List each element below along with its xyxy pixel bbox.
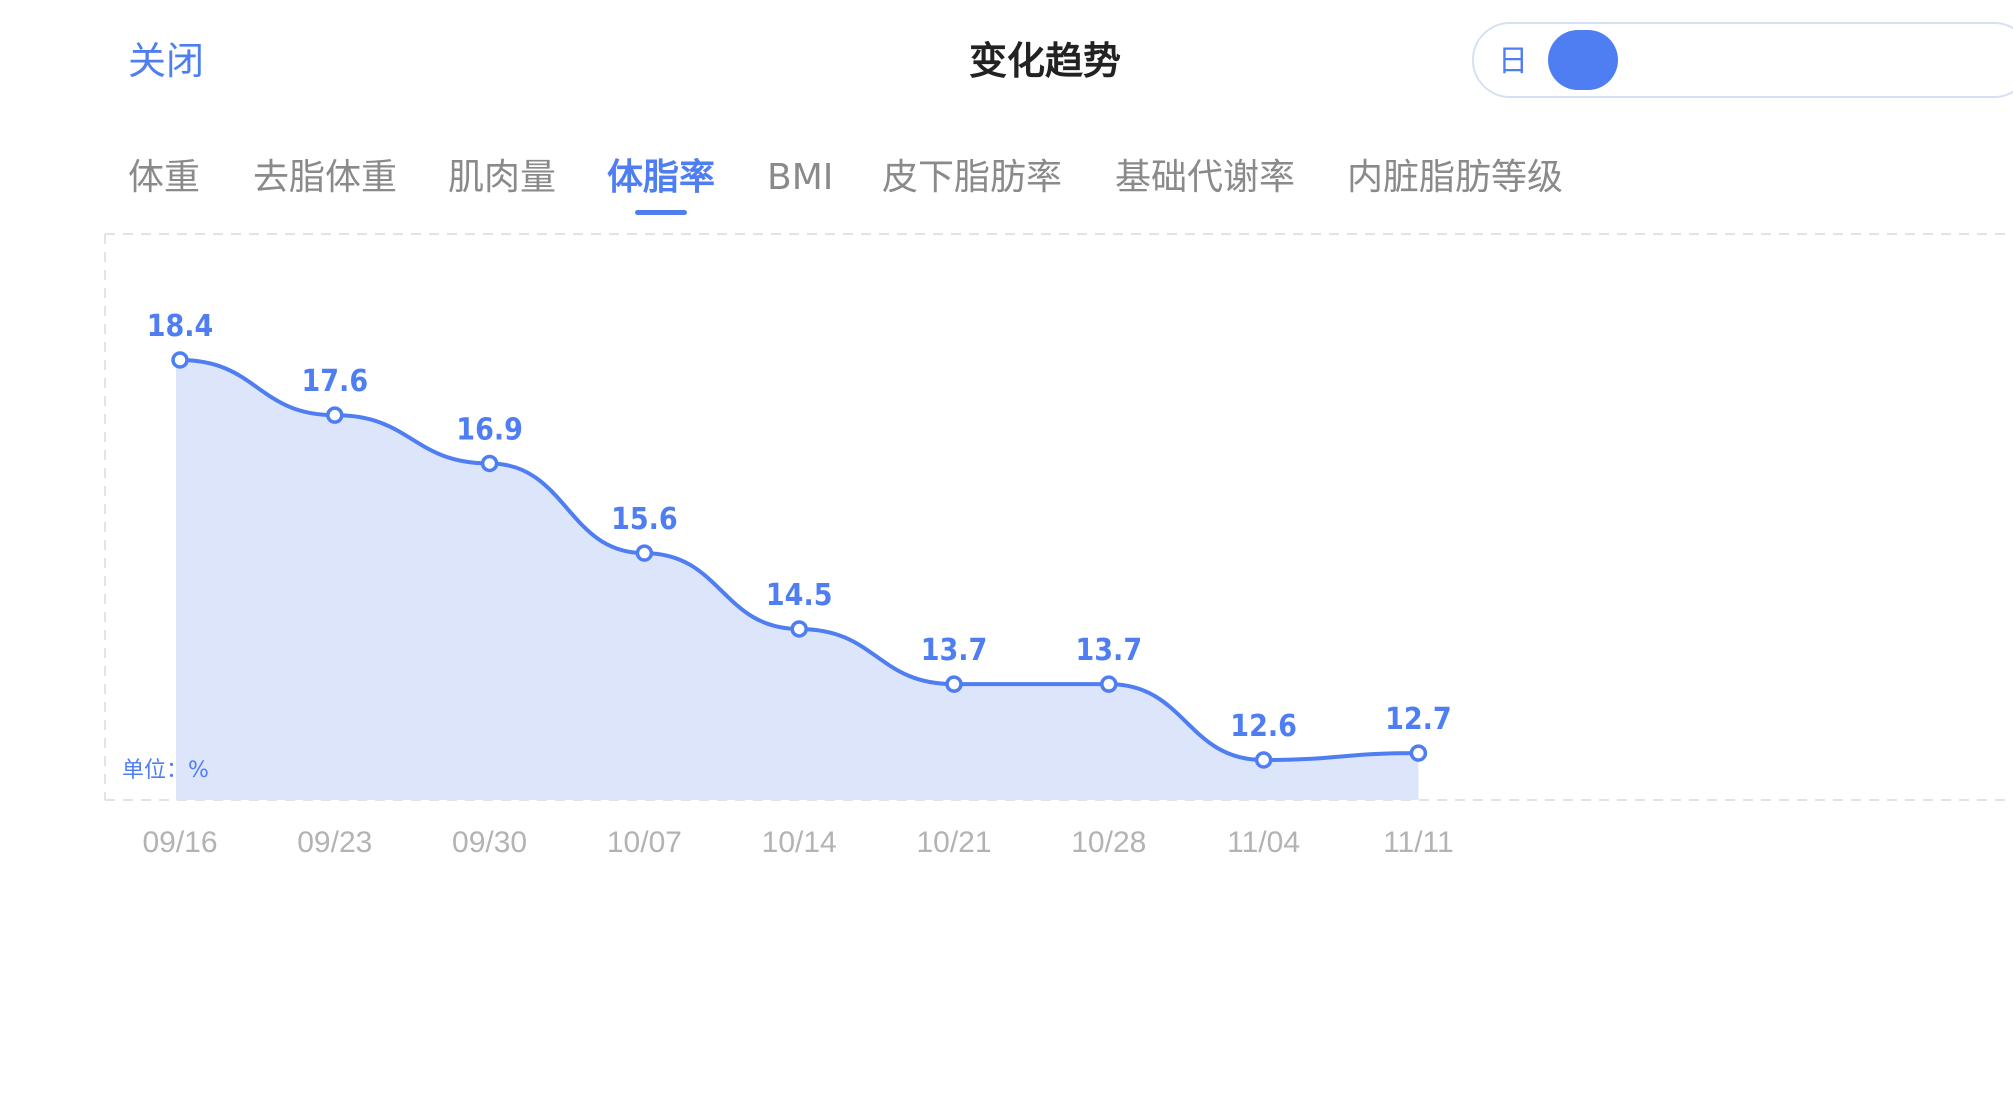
data-label: 17.6: [302, 364, 369, 399]
data-label: 13.7: [921, 633, 988, 668]
close-button[interactable]: 关闭: [128, 39, 205, 83]
x-tick-label: 10/14: [762, 826, 837, 859]
data-point[interactable]: [326, 406, 344, 424]
data-point[interactable]: [1100, 675, 1118, 693]
x-tick-label: 11/04: [1227, 826, 1300, 859]
x-tick-label: 10/28: [1071, 826, 1146, 859]
data-label: 13.7: [1076, 633, 1143, 668]
data-point[interactable]: [790, 620, 808, 638]
data-point[interactable]: [1409, 744, 1428, 762]
toggle-knob[interactable]: [1548, 30, 1618, 90]
data-point[interactable]: [1254, 751, 1273, 769]
unit-label: 单位：%: [122, 758, 209, 783]
tab-subcutaneous-fat-rate[interactable]: 皮下脂肪率: [882, 157, 1063, 198]
tab-visceral-fat-level[interactable]: 内脏脂肪等级: [1347, 157, 1564, 198]
tab-body-fat-rate[interactable]: 体脂率: [607, 157, 716, 198]
data-point[interactable]: [480, 454, 499, 473]
tab-weight[interactable]: 体重: [128, 157, 201, 198]
period-toggle[interactable]: 日: [1472, 22, 2013, 98]
data-label: 12.7: [1385, 702, 1452, 737]
period-day-label: 日: [1498, 44, 1528, 79]
data-label: 12.6: [1230, 709, 1297, 744]
data-label: 18.4: [147, 309, 214, 344]
tab-bmi[interactable]: BMI: [767, 157, 834, 198]
active-tab-indicator: [635, 210, 687, 215]
page-title: 变化趋势: [968, 39, 1121, 83]
data-label: 15.6: [611, 502, 678, 537]
tab-lean-body-mass[interactable]: 去脂体重: [253, 157, 398, 198]
x-tick-label: 09/16: [142, 826, 217, 859]
tab-basal-metabolic-rate[interactable]: 基础代谢率: [1115, 157, 1296, 198]
series-line: [179, 358, 1419, 763]
x-tick-label: 10/07: [607, 826, 682, 859]
x-tick-label: 09/30: [452, 826, 527, 859]
x-tick-label: 10/21: [916, 826, 991, 859]
data-label: 14.5: [766, 578, 833, 613]
data-label: 16.9: [456, 412, 523, 447]
x-tick-label: 09/23: [297, 826, 372, 859]
data-point[interactable]: [171, 351, 189, 369]
data-point[interactable]: [635, 544, 654, 562]
x-tick-label: 11/11: [1383, 826, 1454, 859]
data-point[interactable]: [945, 675, 963, 693]
tab-muscle-mass[interactable]: 肌肉量: [448, 157, 557, 198]
metric-tabs: 体重 去脂体重 肌肉量 体脂率 BMI 皮下脂肪率 基础代谢率 内脏脂肪等级: [0, 150, 2013, 220]
